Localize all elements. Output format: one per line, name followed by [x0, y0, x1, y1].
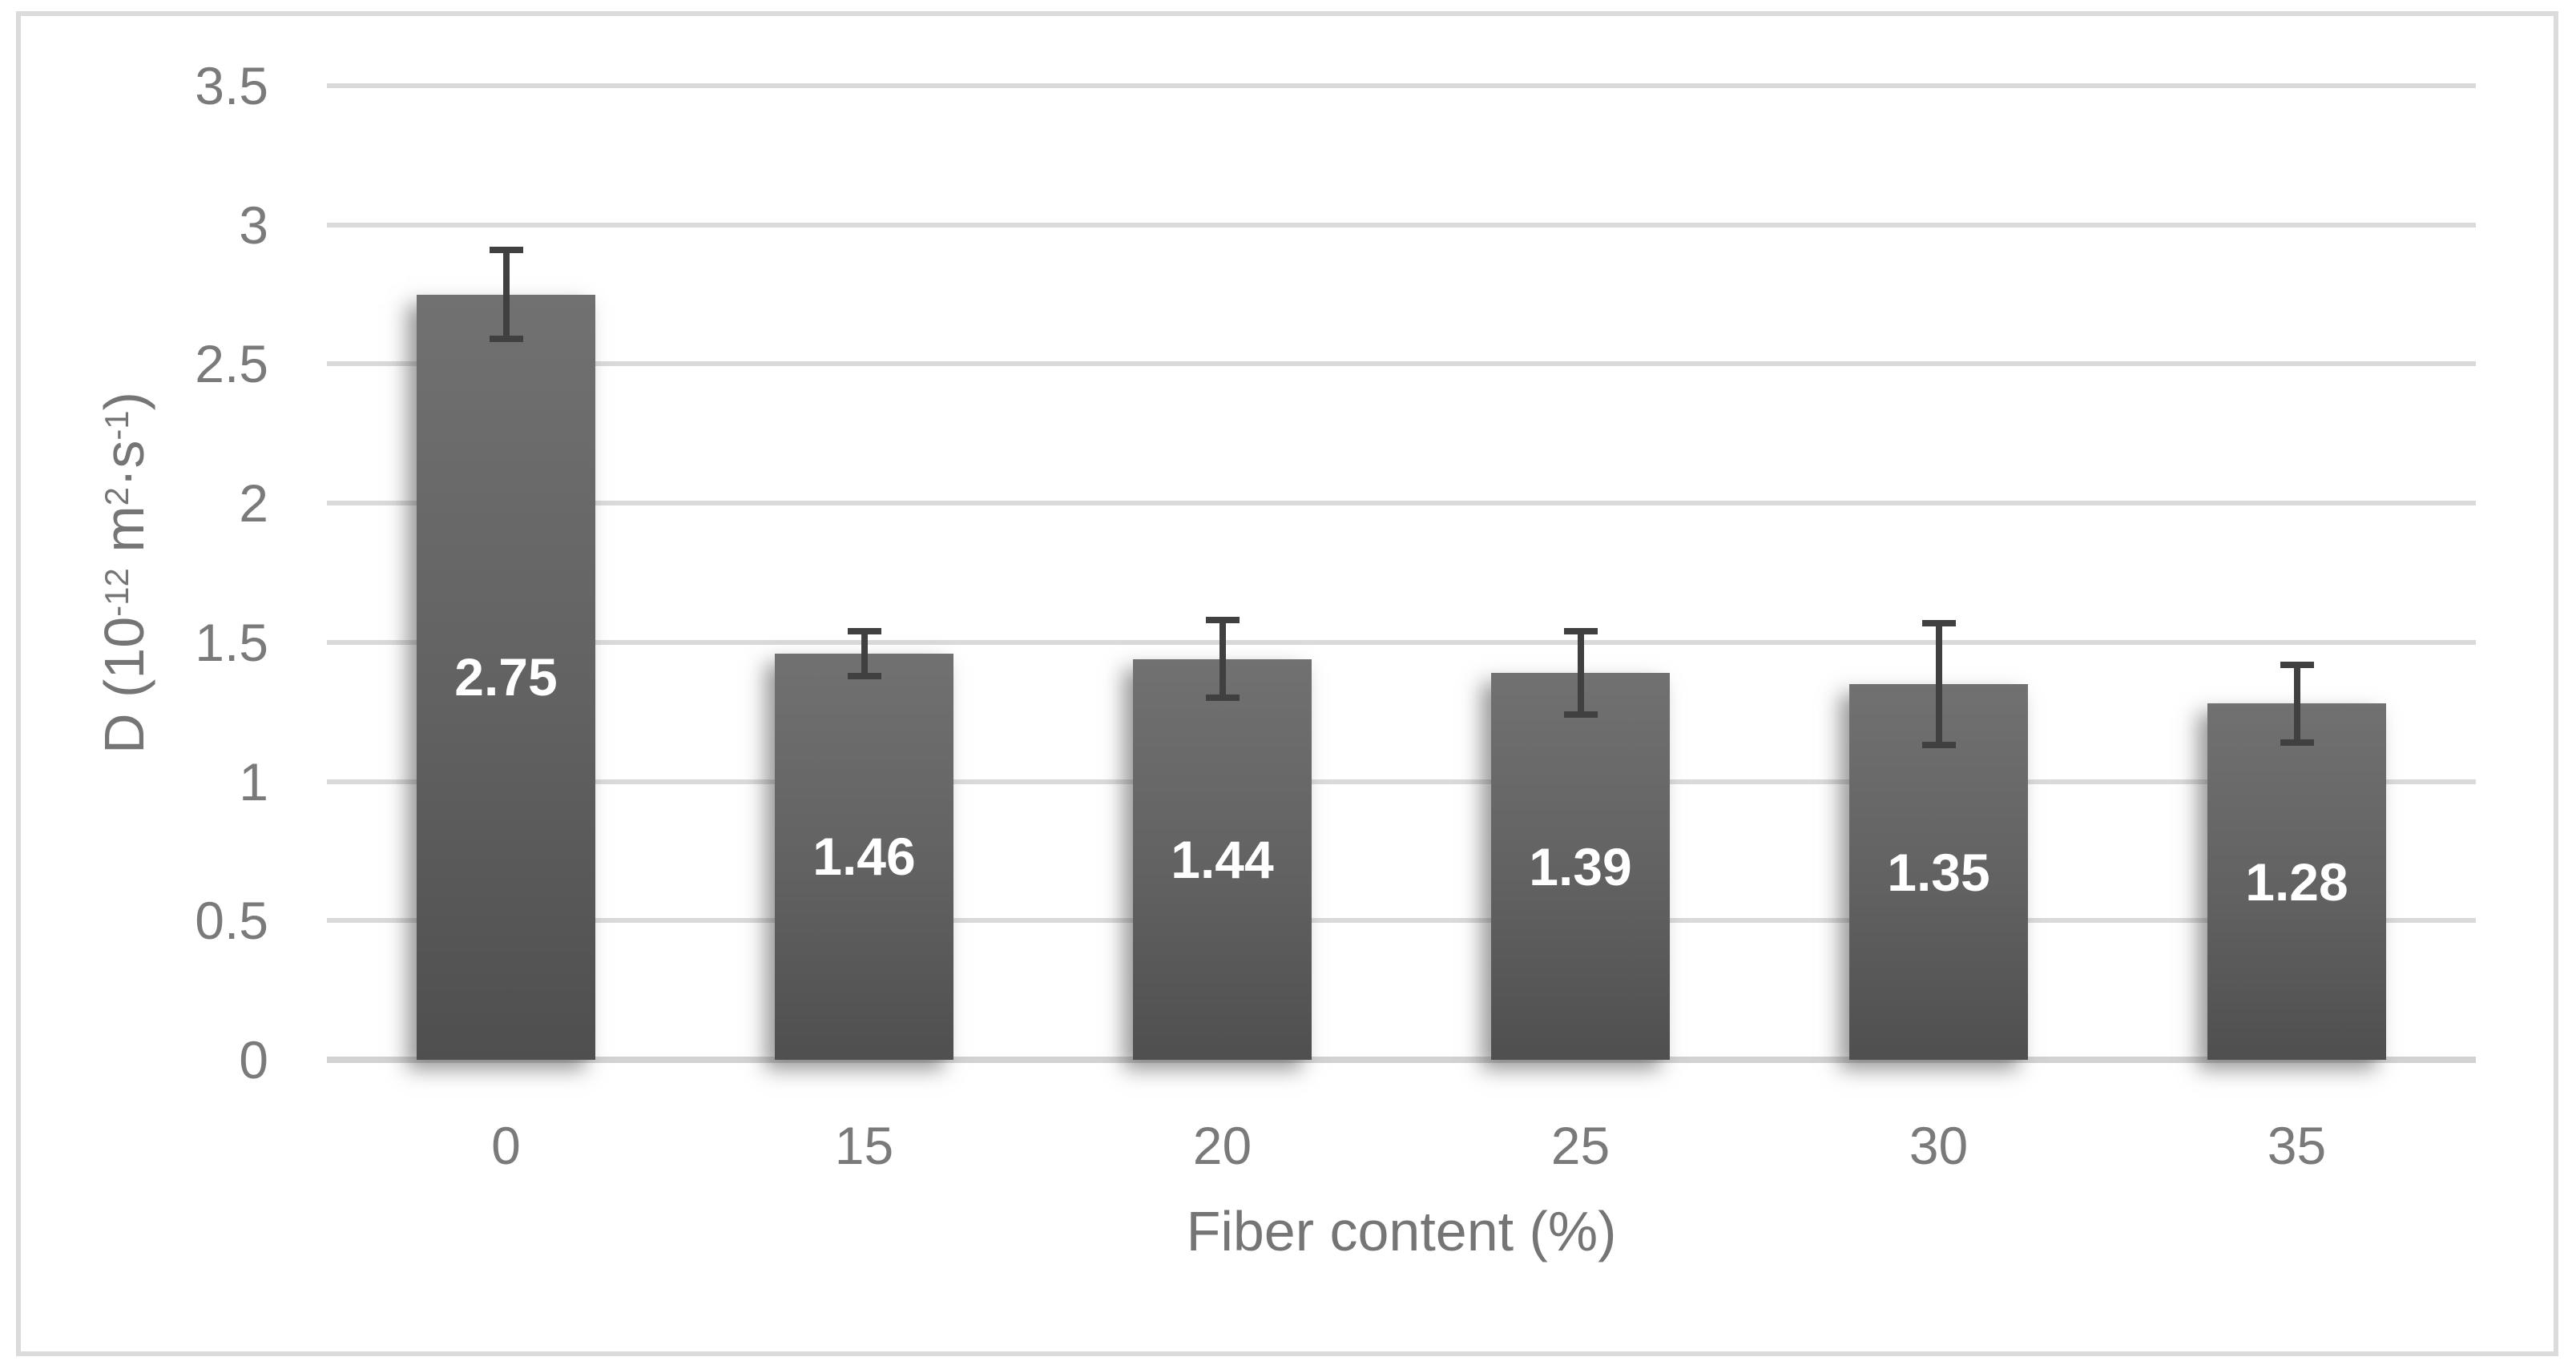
error-bar — [2293, 664, 2300, 743]
error-bar-cap — [2280, 739, 2314, 746]
x-tick-label: 25 — [1550, 1116, 1611, 1175]
y-tick-label: 3.5 — [195, 56, 268, 115]
bar-value-label: 2.75 — [454, 647, 558, 707]
error-bar — [1577, 630, 1584, 715]
bar-value-label: 1.44 — [1171, 829, 1274, 889]
gridline — [327, 501, 2476, 506]
bar: 1.46 — [775, 653, 953, 1060]
bar-value-label: 1.28 — [2245, 852, 2348, 912]
gridline — [327, 779, 2476, 784]
gridline — [327, 639, 2476, 645]
error-bar-cap — [1921, 742, 1956, 749]
y-tick-label: 1.5 — [195, 612, 268, 672]
error-bar — [861, 630, 868, 676]
bar-value-label: 1.39 — [1529, 836, 1632, 896]
error-bar-cap — [1921, 619, 1956, 626]
error-bar-cap — [847, 672, 881, 679]
y-tick-label: 3 — [239, 195, 268, 255]
x-tick-label: 35 — [2267, 1116, 2327, 1175]
gridline — [327, 918, 2476, 924]
x-tick-label: 15 — [834, 1116, 894, 1175]
bar: 2.75 — [417, 294, 595, 1060]
error-bar — [1935, 622, 1942, 746]
error-bar-cap — [489, 336, 523, 343]
error-bar-cap — [1205, 617, 1240, 624]
bar: 1.28 — [2207, 703, 2386, 1060]
bar-value-label: 1.35 — [1887, 842, 1990, 902]
y-axis-title-superscript: -1 — [98, 410, 136, 441]
gridline — [327, 222, 2476, 227]
y-tick-label: 1 — [239, 751, 268, 811]
y-tick-label: 2.5 — [195, 334, 268, 394]
plot-area: 2.75 1.46 1.44 1.39 1.35 1.28 — [327, 83, 2476, 1063]
y-tick-label: 0 — [239, 1030, 268, 1089]
x-tick-label: 20 — [1192, 1116, 1252, 1175]
y-axis-title: D (10-12 m2·s-1) — [92, 392, 156, 754]
y-tick-label: 0.5 — [195, 891, 268, 951]
error-bar — [1219, 620, 1226, 699]
error-bar — [502, 249, 510, 340]
error-bar-cap — [489, 246, 523, 253]
gridline — [327, 361, 2476, 367]
error-bar-cap — [1205, 695, 1240, 702]
y-tick-label: 2 — [239, 473, 268, 534]
error-bar-cap — [1563, 627, 1598, 634]
x-axis-line — [327, 1057, 2476, 1063]
x-tick-label: 0 — [491, 1116, 521, 1175]
error-bar-cap — [847, 627, 881, 634]
error-bar-cap — [2280, 661, 2314, 668]
x-axis-title: Fiber content (%) — [1186, 1200, 1617, 1262]
bar: 1.39 — [1491, 673, 1670, 1060]
error-bar-cap — [1563, 711, 1598, 719]
gridline — [327, 83, 2476, 88]
bar: 1.44 — [1133, 658, 1312, 1060]
bar-value-label: 1.46 — [812, 827, 916, 887]
x-tick-label: 30 — [1909, 1116, 1969, 1175]
